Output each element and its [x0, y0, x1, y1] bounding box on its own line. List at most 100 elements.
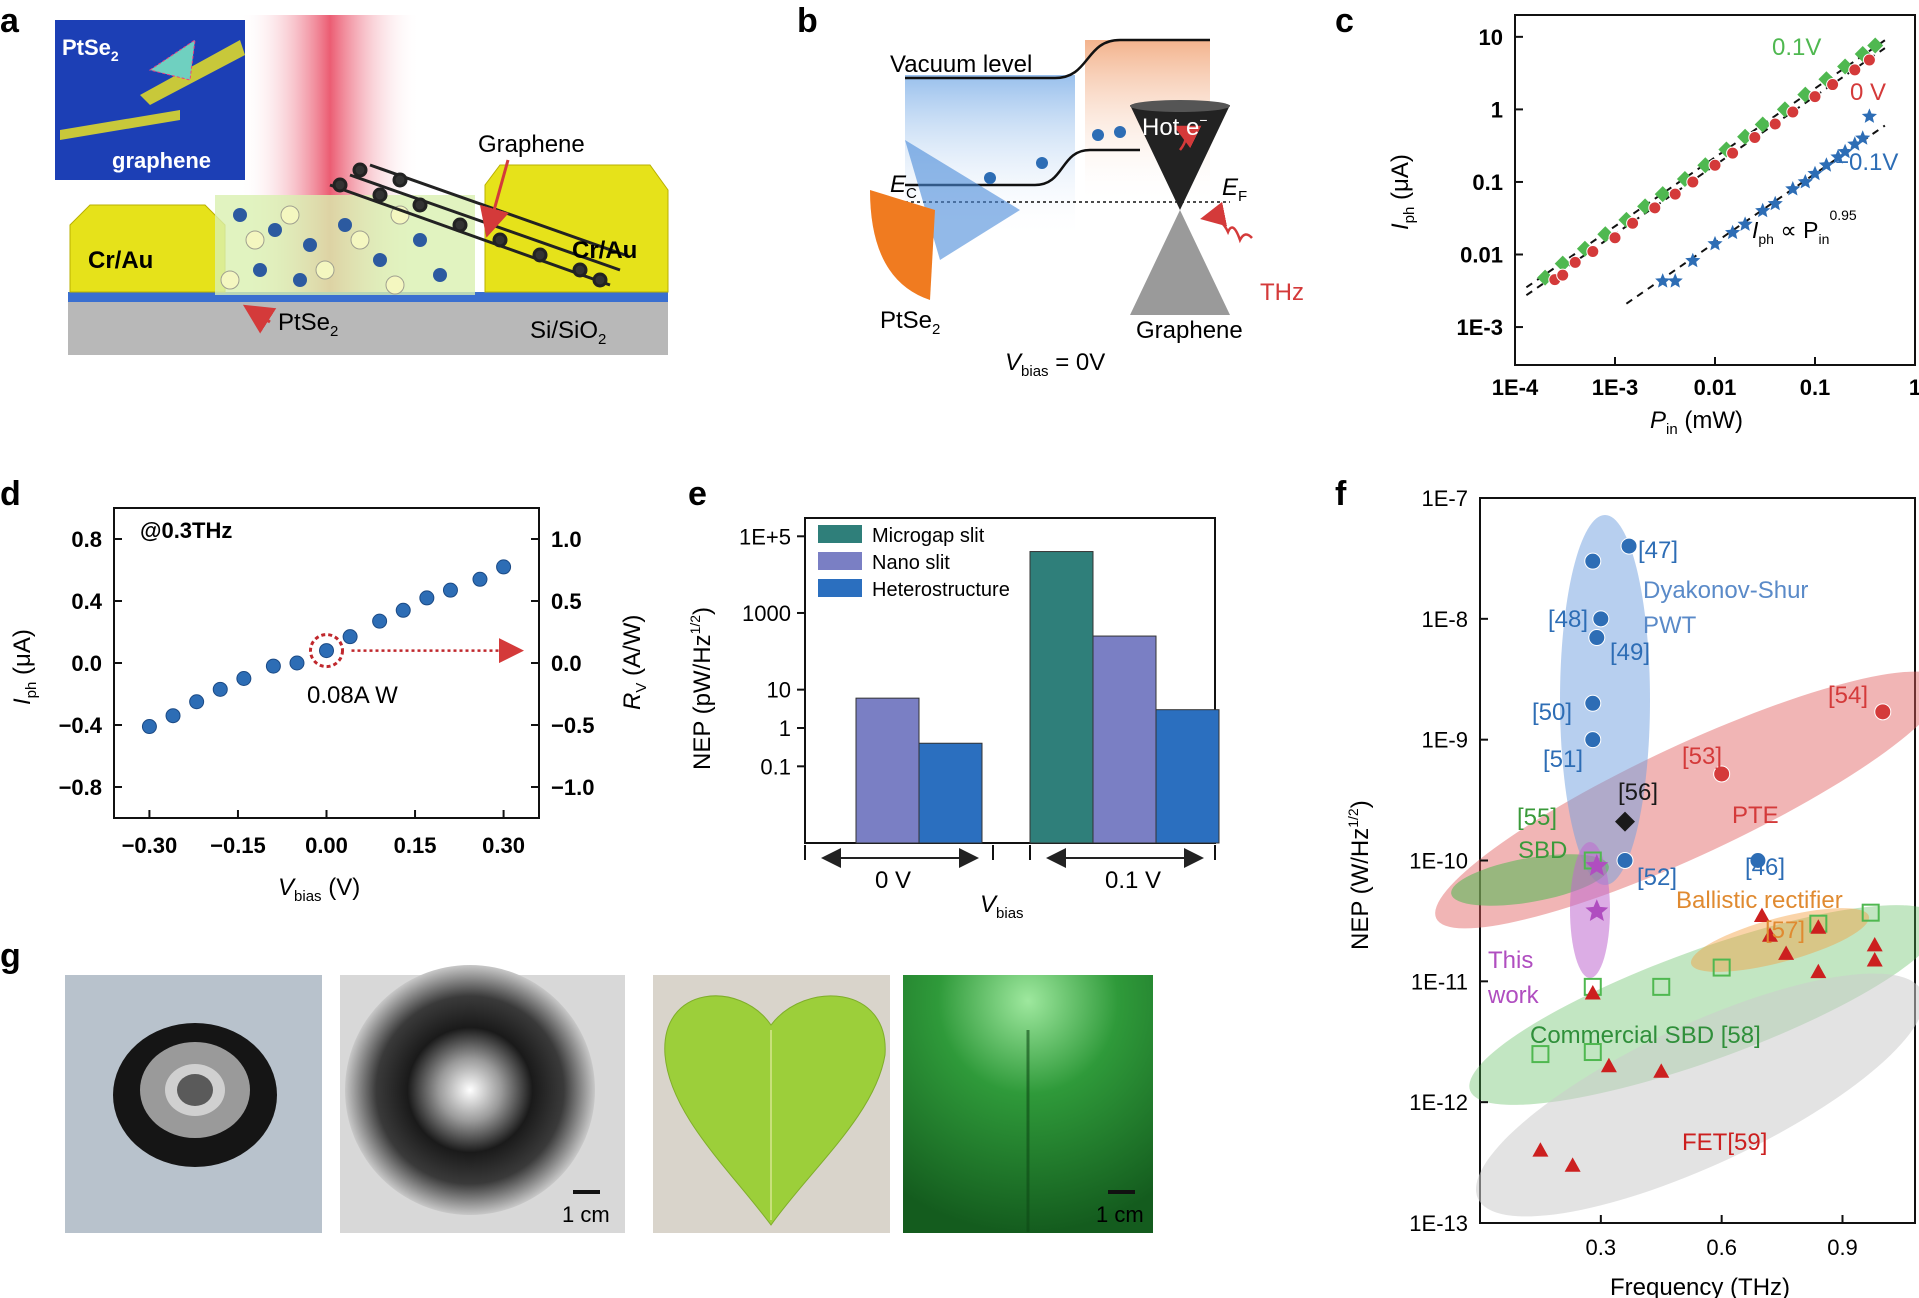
ptse2-cone-lower: [870, 190, 935, 300]
c-point-1: [1556, 268, 1570, 282]
c-point-2: [1767, 195, 1783, 211]
d-point: [442, 582, 458, 598]
d-ylabel: Iph (μA): [9, 629, 40, 705]
f-ref55: [55]: [1517, 804, 1557, 831]
f-ref47: [47]: [1638, 537, 1678, 564]
c-point-2: [1785, 181, 1801, 196]
e-bar-1-1: [1092, 635, 1157, 844]
f-point-0: [1592, 610, 1610, 628]
d-xtick-label: −0.30: [122, 833, 178, 858]
c-point-2: [1837, 143, 1853, 159]
e-legend-swatch-1: [818, 552, 862, 570]
d-point: [236, 671, 252, 686]
ellipse-dyakonov: [1560, 515, 1650, 885]
photo-leaf: [653, 975, 890, 1233]
e-ytick-label: 1E+5: [739, 524, 791, 549]
f-dyakonov-1: Dyakonov-Shur: [1643, 577, 1808, 604]
c-xtick-label: 0.01: [1694, 375, 1737, 400]
inset-label-graphene: graphene: [112, 148, 211, 173]
vacuum-level-line: [905, 38, 1210, 80]
f-point-3: [1583, 1043, 1602, 1062]
c-legend-neg0.1V: −0.1V: [1835, 149, 1898, 176]
f-ylabel: NEP (W/Hz1/2): [1345, 800, 1374, 950]
f-point-4: [1778, 945, 1795, 960]
c-point-2: [1685, 252, 1701, 268]
conduction-line: [905, 148, 1140, 187]
c-point-1: [1568, 255, 1582, 269]
f-xtick-label: 0.9: [1827, 1235, 1858, 1260]
panel-label-e: e: [688, 475, 707, 513]
c-point-1: [1808, 90, 1822, 104]
c-point-0: [1697, 157, 1714, 174]
d-ytick-label: −0.8: [59, 775, 102, 800]
c-fit-annotation: Iph ∝ Pin0.95: [1752, 207, 1857, 247]
c-point-2: [1737, 216, 1753, 231]
c-point-1: [1748, 130, 1762, 144]
e-category-0V: 0 V: [875, 867, 911, 894]
f-point-4: [1584, 985, 1601, 1000]
graphene-pointer: [479, 159, 510, 238]
label-vbias: Vbias = 0V: [1005, 349, 1105, 380]
e-category-0.1V: 0.1 V: [1105, 867, 1161, 894]
plot-frame-d: [113, 507, 540, 819]
c-ytick-label: 1E-3: [1457, 315, 1503, 340]
d-ytick-label: 0.4: [71, 589, 102, 614]
cr-au-right-pad: [484, 164, 669, 293]
inset-label-ptse2: PtSe2: [62, 35, 119, 64]
panel-e: e 0.1 1 10 1000 1E+5 Microgap slit Nano slit…: [687, 475, 1220, 922]
f-ytick-label: 1E-10: [1409, 849, 1468, 874]
f-xlabel: Frequency (THz): [1610, 1274, 1790, 1298]
c-point-2: [1830, 149, 1846, 164]
c-legend-0V: 0 V: [1850, 79, 1886, 106]
c-point-1: [1708, 158, 1722, 172]
f-point-3: [1861, 903, 1880, 922]
label-crau-right: Cr/Au: [572, 237, 637, 264]
c-point-1: [1668, 187, 1682, 201]
graphene-cone-upper: [1130, 105, 1230, 210]
c-point-1: [1826, 78, 1840, 92]
d-xtick-label: 0.15: [394, 833, 437, 858]
panel-label-d: d: [0, 475, 21, 513]
d-y2tick-label: −0.5: [551, 713, 594, 738]
f-point-4: [1866, 952, 1883, 967]
panel-b: b Vacuum level Hot e− EC EF THz PtSe2 Gr…: [797, 2, 1304, 380]
e-ytick-label: 0.1: [760, 754, 791, 779]
f-point-5: [1585, 899, 1609, 921]
c-point-2: [1755, 202, 1771, 218]
label-vacuum-level: Vacuum level: [890, 51, 1032, 78]
f-dyakonov-2: PWT: [1643, 612, 1697, 639]
d-ytick-label: 0.0: [71, 651, 102, 676]
label-graphene-b: Graphene: [1136, 317, 1243, 344]
c-xtick-label: 1E-3: [1592, 375, 1638, 400]
c-xtick-label: 0.1: [1800, 375, 1831, 400]
c-point-2: [1667, 273, 1683, 288]
f-ref53: [53]: [1682, 743, 1722, 770]
c-point-1: [1862, 53, 1876, 67]
f-ref49: [49]: [1610, 639, 1650, 666]
inset-electrode: [60, 40, 245, 140]
d-ytick-label: 0.8: [71, 527, 102, 552]
panel-label-g: g: [0, 937, 21, 975]
e-bar-1-0: [855, 697, 920, 844]
f-ytick-label: 1E-8: [1422, 607, 1468, 632]
f-sbd: SBD: [1518, 837, 1567, 864]
panel-c: c 1E-4 1E-3 0.01 0.1 1 1E-3 0.01 0.1 1 10 0.1V 0 …: [1335, 2, 1919, 438]
c-point-0: [1737, 128, 1754, 145]
photo-washer: [65, 975, 322, 1233]
panel-label-f: f: [1335, 475, 1347, 513]
d-point: [342, 629, 358, 645]
electrons: [984, 126, 1126, 184]
e-ytick-label: 1: [779, 716, 791, 741]
f-fet: FET[59]: [1682, 1129, 1767, 1156]
c-point-0: [1754, 116, 1771, 133]
scale-label-2: 1 cm: [1096, 1202, 1144, 1227]
d-xlabel: Vbias (V): [278, 874, 360, 905]
f-point-4: [1753, 907, 1770, 922]
f-ref48: [48]: [1548, 606, 1588, 633]
c-point-0: [1654, 186, 1671, 203]
label-graphene: Graphene: [478, 131, 585, 158]
f-point-0: [1749, 852, 1767, 869]
f-xtick-label: 0.3: [1586, 1235, 1617, 1260]
d-highlight-circle: [309, 633, 344, 669]
